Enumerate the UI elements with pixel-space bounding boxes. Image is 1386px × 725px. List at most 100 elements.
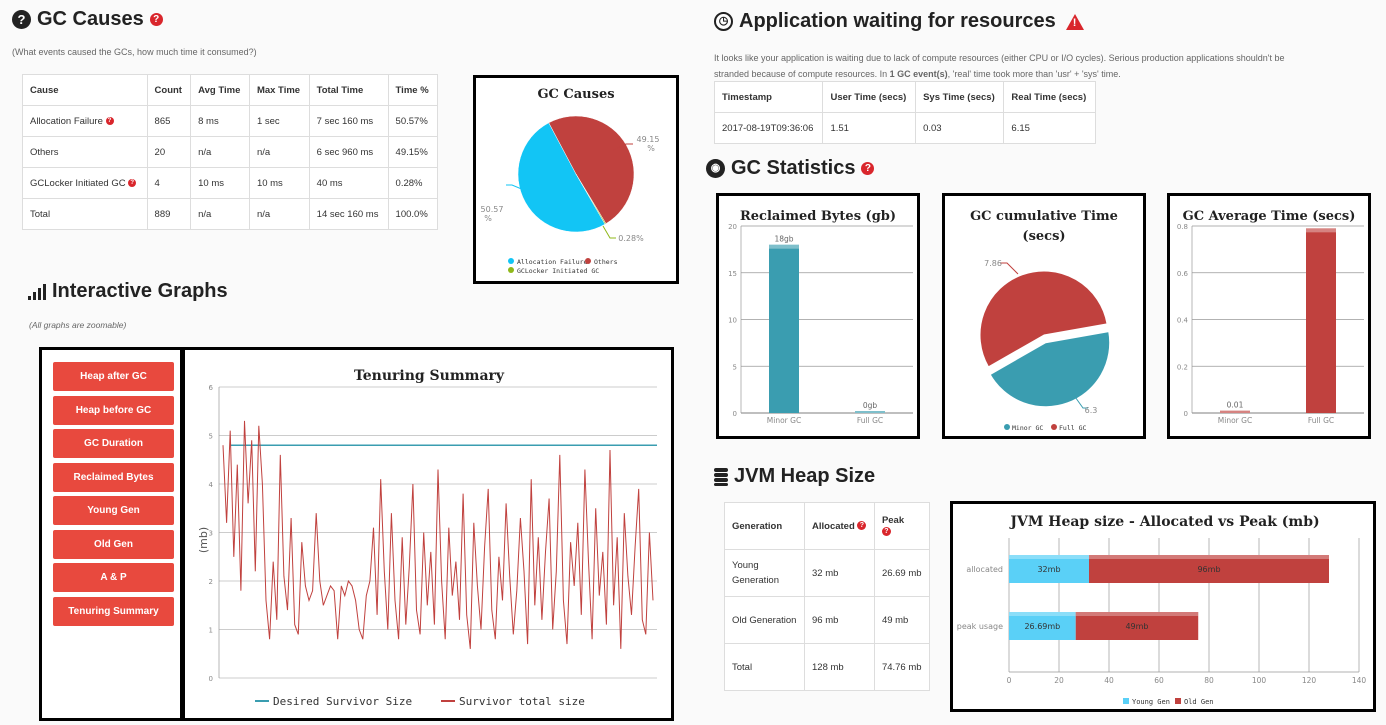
cell: 49 mb (873, 596, 931, 644)
help-icon[interactable]: ? (105, 116, 114, 125)
question-circle-icon: ? (12, 10, 31, 29)
cell: 100.0% (387, 198, 439, 230)
data-label: 49.15 (637, 135, 660, 144)
x-tick-label: Full GC (1308, 416, 1334, 425)
cell: 2017-08-19T09:36:06 (713, 112, 824, 144)
y-tick-label: 0.8 (1177, 223, 1188, 231)
reclaimed-bytes-chart[interactable]: Reclaimed Bytes (gb) 0 5 10 15 20 Minor GC 18g… (716, 193, 920, 439)
col-header: Allocated ? (804, 502, 875, 550)
gc-cumulative-time-svg[interactable]: GC cumulative Time (secs) 7.86 6.3 Minor G… (945, 196, 1143, 436)
gc-cumulative-time-chart[interactable]: GC cumulative Time (secs) 7.86 6.3 Minor G… (942, 193, 1146, 439)
a-and-p-button[interactable]: A & P (53, 563, 174, 592)
col-header: Sys Time (secs) (915, 81, 1005, 113)
cell: n/a (248, 136, 310, 168)
old-gen-button[interactable]: Old Gen (53, 530, 174, 559)
jvm-heap-chart[interactable]: JVM Heap size - Allocated vs Peak (mb) 0… (950, 501, 1376, 712)
data-label: % (484, 214, 492, 223)
gc-causes-pie[interactable]: GC Causes 49.15%50.57%0.28%Allocation Fa… (476, 78, 676, 281)
cell: 96 mb (804, 596, 875, 644)
bar (1009, 555, 1089, 583)
y-tick-label: 15 (728, 270, 737, 278)
help-icon[interactable]: ? (128, 178, 137, 187)
leader-line (612, 143, 633, 151)
data-label: 6.3 (1085, 406, 1098, 415)
cell: n/a (248, 198, 310, 230)
help-icon[interactable]: ? (149, 13, 163, 26)
clock-icon: ◷ (714, 12, 733, 31)
young-gen-button[interactable]: Young Gen (53, 496, 174, 525)
cell: Total (22, 198, 148, 230)
cell: Allocation Failure ? (22, 105, 148, 137)
tenuring-svg[interactable]: Tenuring Summary (mb) 0 1 2 3 4 5 6 Desired Sur… (185, 350, 671, 718)
chart-title: GC Causes (537, 87, 614, 102)
cell: 865 (146, 105, 192, 137)
app-waiting-heading: ◷ Application waiting for resources ! (714, 10, 1084, 33)
cell: Young Generation (724, 549, 805, 597)
col-header: Max Time (248, 74, 310, 106)
leader-line (1000, 262, 1019, 275)
y-tick-label: 0 (733, 410, 737, 418)
reclaimed-bytes-svg[interactable]: Reclaimed Bytes (gb) 0 5 10 15 20 Minor GC 18g… (719, 196, 917, 436)
x-tick-label: 20 (1054, 676, 1064, 685)
jvm-heap-svg[interactable]: JVM Heap size - Allocated vs Peak (mb) 0… (953, 504, 1373, 709)
chart-title: GC cumulative Time (970, 209, 1118, 224)
database-icon (714, 467, 728, 486)
cell: n/a (190, 136, 250, 168)
x-tick-label: 60 (1154, 676, 1164, 685)
y-tick-label: 5 (209, 433, 213, 441)
chart-title: GC Average Time (secs) (1183, 209, 1356, 224)
bar-highlight (769, 244, 799, 249)
compass-icon: ◉ (706, 159, 725, 178)
leader-line (1072, 393, 1088, 409)
reclaimed-bytes-button[interactable]: Reclaimed Bytes (53, 463, 174, 492)
pie-slice (575, 173, 607, 225)
cell: 14 sec 160 ms (308, 198, 389, 230)
bar (1220, 410, 1250, 413)
cell: 0.28% (387, 167, 439, 199)
jvm-heap-table: Generation Allocated ? Peak? Young Gener… (724, 502, 931, 691)
table-row: Others 20 n/a n/a 6 sec 960 ms 49.15% (22, 136, 439, 168)
help-icon[interactable]: ? (881, 526, 891, 536)
table-row: Total 128 mb 74.76 mb (724, 643, 931, 691)
cell: 0.03 (915, 112, 1005, 144)
tenuring-summary-button[interactable]: Tenuring Summary (53, 597, 174, 626)
y-tick-label: 0 (1184, 410, 1188, 418)
table-header-row: Generation Allocated ? Peak? (724, 502, 931, 550)
interactive-graphs-heading: Interactive Graphs (28, 280, 228, 303)
legend-marker (508, 258, 514, 264)
tenuring-summary-chart[interactable]: Tenuring Summary (mb) 0 1 2 3 4 5 6 Desired Sur… (182, 347, 674, 721)
heap-before-gc-button[interactable]: Heap before GC (53, 396, 174, 425)
y-tick-label: 20 (728, 223, 737, 231)
table-row: Allocation Failure ? 865 8 ms 1 sec 7 se… (22, 105, 439, 137)
legend-label: Others (594, 258, 618, 266)
gc-duration-button[interactable]: GC Duration (53, 429, 174, 458)
col-header: Time % (387, 74, 439, 106)
y-tick-label: 0.4 (1177, 317, 1189, 325)
cell: 6 sec 960 ms (308, 136, 389, 168)
y-tick-label: 0.6 (1177, 270, 1189, 278)
help-icon[interactable]: ? (861, 162, 875, 175)
y-tick-label: 6 (209, 384, 214, 392)
chart-title: JVM Heap size - Allocated vs Peak (mb) (1008, 514, 1319, 530)
legend-marker (1004, 424, 1010, 430)
cell: 50.57% (387, 105, 439, 137)
leader-line (506, 184, 525, 191)
legend-label: GCLocker Initiated GC (517, 267, 599, 275)
gc-average-time-chart[interactable]: GC Average Time (secs) 0 0.2 0.4 0.6 0.8 Mino… (1167, 193, 1371, 439)
pie-slice (989, 331, 1111, 408)
help-icon[interactable]: ? (857, 521, 867, 531)
gc-average-time-svg[interactable]: GC Average Time (secs) 0 0.2 0.4 0.6 0.8 Mino… (1170, 196, 1368, 436)
app-waiting-table: Timestamp User Time (secs) Sys Time (sec… (713, 81, 1096, 144)
warning-icon: ! (1065, 13, 1084, 30)
bar (1306, 228, 1336, 413)
x-tick-label: Full GC (857, 416, 883, 425)
heap-after-gc-button[interactable]: Heap after GC (53, 362, 174, 391)
gc-causes-chart[interactable]: GC Causes 49.15% 50.57% 0.28% Allocation Fa… (473, 75, 679, 284)
table-row: Total 889 n/a n/a 14 sec 160 ms 100.0% (22, 198, 439, 230)
table-row: Young Generation 32 mb 26.69 mb (724, 549, 931, 597)
table-header-row: Timestamp User Time (secs) Sys Time (sec… (713, 81, 1096, 113)
y-tick-label: 5 (733, 363, 737, 371)
series-line-survivor (222, 420, 654, 649)
data-label: 0gb (863, 401, 878, 410)
x-tick-label: Minor GC (767, 416, 801, 425)
